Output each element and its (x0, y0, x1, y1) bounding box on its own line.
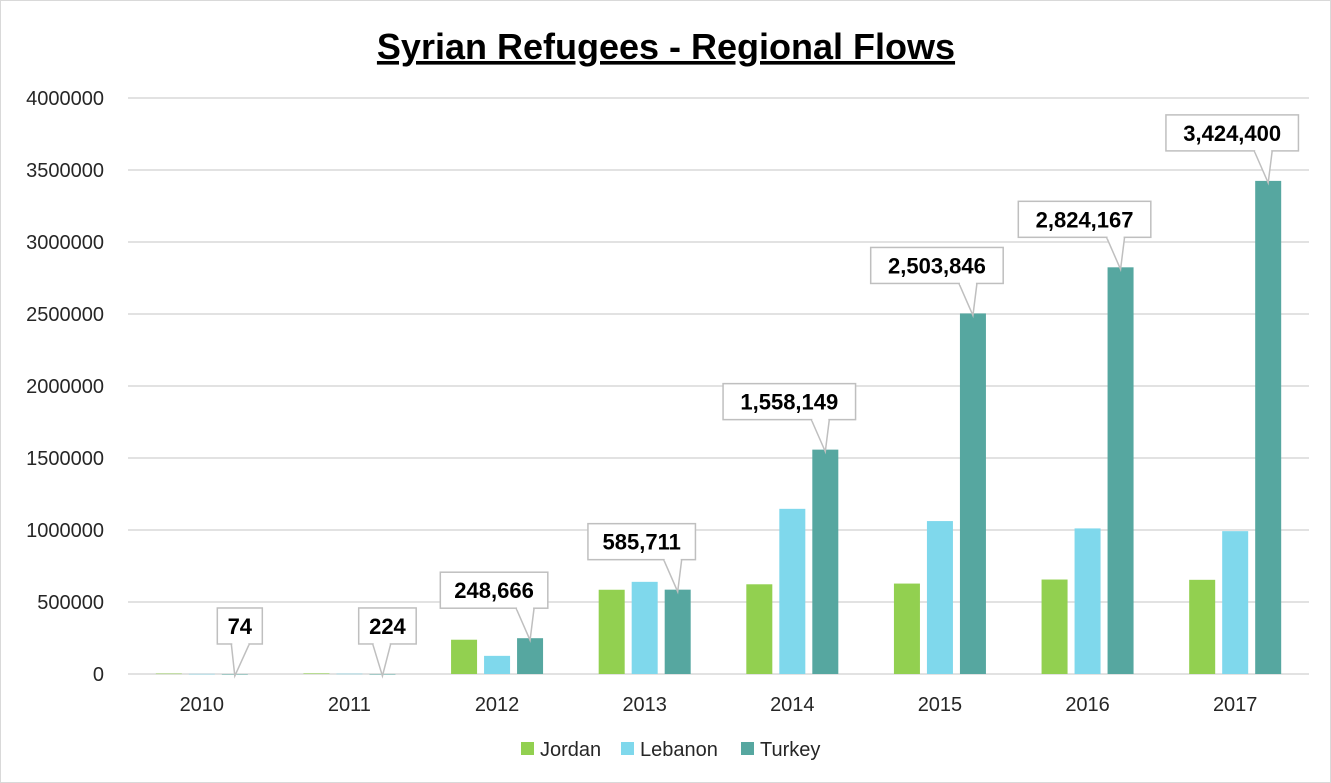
data-label-callout: 2,503,846 (869, 246, 1004, 319)
gridlines (128, 97, 1309, 675)
y-tick-label: 2500000 (26, 304, 104, 326)
callout-box (587, 522, 697, 561)
data-label-text: 224 (369, 614, 406, 639)
chart-title: Syrian Refugees - Regional Flows (377, 26, 955, 67)
bar-turkey-2016 (1107, 267, 1134, 674)
x-tick-label: 2015 (918, 694, 963, 716)
data-label-callout: 74 (216, 607, 264, 679)
callout-pointer (1253, 150, 1274, 186)
legend-item-turkey: Turkey (741, 739, 820, 761)
callout-pointer (810, 418, 831, 455)
x-tick-label: 2013 (622, 694, 667, 716)
x-tick-label: 2017 (1213, 694, 1258, 716)
bar-jordan-2011 (303, 673, 330, 674)
bar-turkey-2017 (1255, 180, 1282, 674)
bar-turkey-2014 (812, 449, 839, 674)
bar-lebanon-2015 (926, 521, 953, 674)
callout-box (216, 607, 264, 645)
legend-swatch (521, 742, 534, 755)
y-tick-label: 4000000 (26, 88, 104, 110)
y-tick-label: 3000000 (26, 232, 104, 254)
data-label-callout: 224 (357, 607, 417, 679)
x-tick-label: 2014 (770, 694, 815, 716)
data-label-text: 2,824,167 (1036, 207, 1134, 232)
y-tick-label: 500000 (37, 592, 104, 614)
bars (155, 180, 1282, 675)
bar-jordan-2013 (598, 589, 625, 674)
data-label-callout: 2,824,167 (1017, 200, 1152, 273)
bar-lebanon-2014 (779, 508, 806, 674)
callout-box (1017, 200, 1152, 239)
callout-pointer (514, 607, 535, 643)
data-label-text: 74 (228, 614, 253, 639)
callout-box (869, 246, 1004, 285)
callout-pointer (1105, 236, 1126, 273)
bar-lebanon-2011 (336, 673, 363, 675)
callout-box (722, 382, 857, 421)
bar-lebanon-2013 (631, 581, 658, 674)
bar-jordan-2015 (893, 583, 920, 674)
bar-jordan-2010 (155, 673, 182, 675)
data-label-text: 1,558,149 (740, 390, 838, 415)
x-tick-label: 2012 (475, 694, 520, 716)
bar-lebanon-2012 (484, 655, 511, 674)
y-tick-label: 1000000 (26, 520, 104, 542)
legend-item-lebanon: Lebanon (621, 739, 718, 761)
legend-item-jordan: Jordan (521, 739, 601, 761)
data-labels: 74 224 248,666 585,711 1,558,149 2,503,846 2,8… (216, 114, 1300, 679)
legend-swatch (741, 742, 754, 755)
legend-label: Turkey (760, 739, 820, 761)
legend-swatch (621, 742, 634, 755)
bar-lebanon-2010 (188, 673, 215, 675)
x-tick-label: 2011 (328, 694, 371, 716)
legend-label: Lebanon (640, 739, 718, 761)
bar-turkey-2013 (664, 589, 691, 674)
data-label-text: 3,424,400 (1183, 121, 1281, 146)
y-axis: 0 500000 1000000 1500000 2000000 2500000 30000… (26, 88, 104, 686)
callout-pointer (230, 643, 251, 679)
legend: Jordan Lebanon Turkey (521, 739, 820, 761)
x-tick-label: 2010 (180, 694, 225, 716)
data-label-text: 585,711 (603, 530, 681, 555)
bar-lebanon-2017 (1222, 531, 1249, 674)
bar-turkey-2012 (517, 638, 544, 674)
data-label-callout: 585,711 (587, 522, 697, 595)
x-tick-label: 2016 (1065, 694, 1110, 716)
data-label-text: 2,503,846 (888, 253, 986, 278)
bar-jordan-2016 (1041, 579, 1068, 674)
callout-box (357, 607, 417, 645)
bar-turkey-2015 (959, 313, 986, 674)
callout-box (439, 571, 549, 609)
callout-box (1165, 114, 1300, 152)
callout-pointer (957, 282, 978, 319)
bar-jordan-2014 (746, 584, 773, 674)
callout-pointer (662, 558, 683, 595)
bar-lebanon-2016 (1074, 528, 1101, 674)
data-label-callout: 3,424,400 (1165, 114, 1300, 186)
y-tick-label: 0 (93, 664, 104, 686)
x-axis: 2010 2011 2012 2013 2014 2015 2016 2017 (180, 694, 1258, 716)
data-label-callout: 248,666 (439, 571, 549, 643)
legend-label: Jordan (540, 739, 601, 761)
y-tick-label: 1500000 (26, 448, 104, 470)
data-label-callout: 1,558,149 (722, 382, 857, 455)
data-label-text: 248,666 (454, 578, 534, 603)
bar-jordan-2017 (1189, 579, 1216, 674)
y-tick-label: 2000000 (26, 376, 104, 398)
callout-pointer (371, 643, 392, 679)
bar-jordan-2012 (451, 639, 478, 674)
y-tick-label: 3500000 (26, 160, 104, 182)
